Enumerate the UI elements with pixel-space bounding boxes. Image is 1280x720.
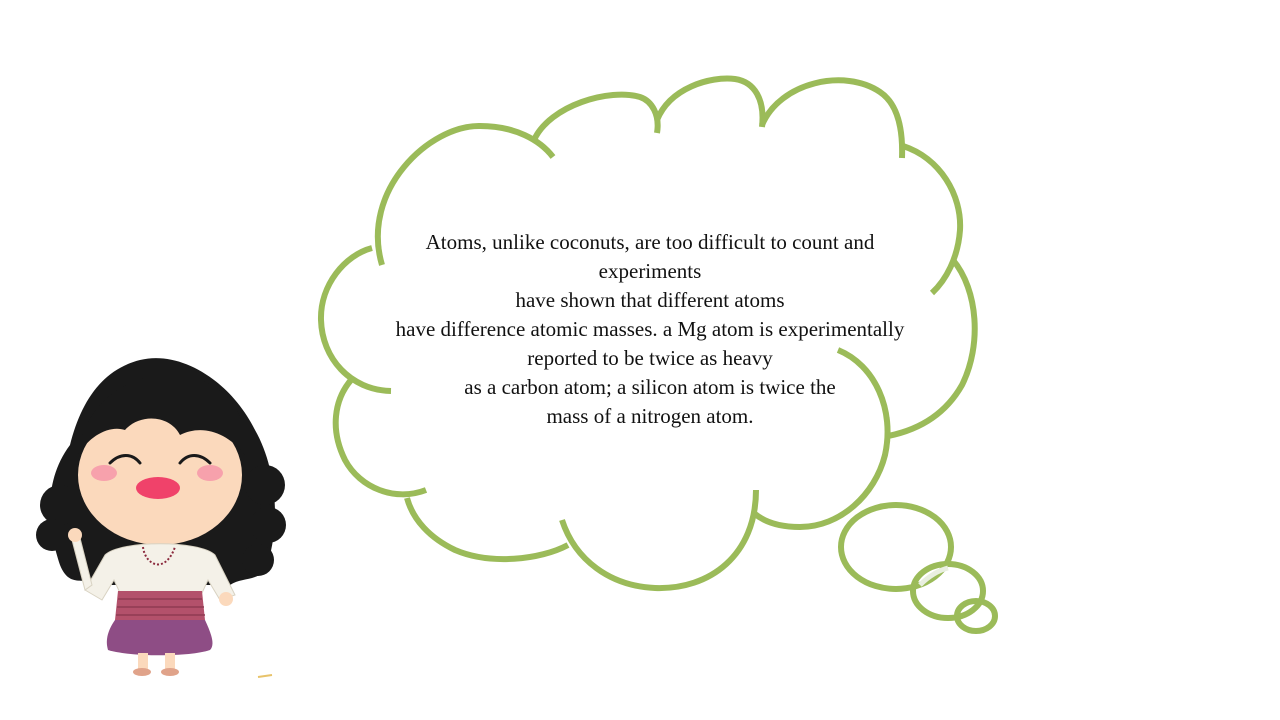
bubble-line-5: reported to be twice as heavy: [527, 346, 773, 370]
bubble-line-4: have difference atomic masses. a Mg atom…: [395, 317, 905, 341]
bubble-line-1: Atoms, unlike coconuts, are too difficul…: [425, 230, 875, 254]
thought-bubble-text: Atoms, unlike coconuts, are too difficul…: [340, 228, 960, 431]
bubble-line-6: as a carbon atom; a silicon atom is twic…: [464, 375, 836, 399]
bubble-line-2: experiments: [598, 259, 702, 283]
bubble-line-3: have shown that different atoms: [515, 288, 785, 312]
bubble-line-7: mass of a nitrogen atom.: [546, 404, 754, 428]
cartoon-girl-icon: [36, 358, 286, 678]
